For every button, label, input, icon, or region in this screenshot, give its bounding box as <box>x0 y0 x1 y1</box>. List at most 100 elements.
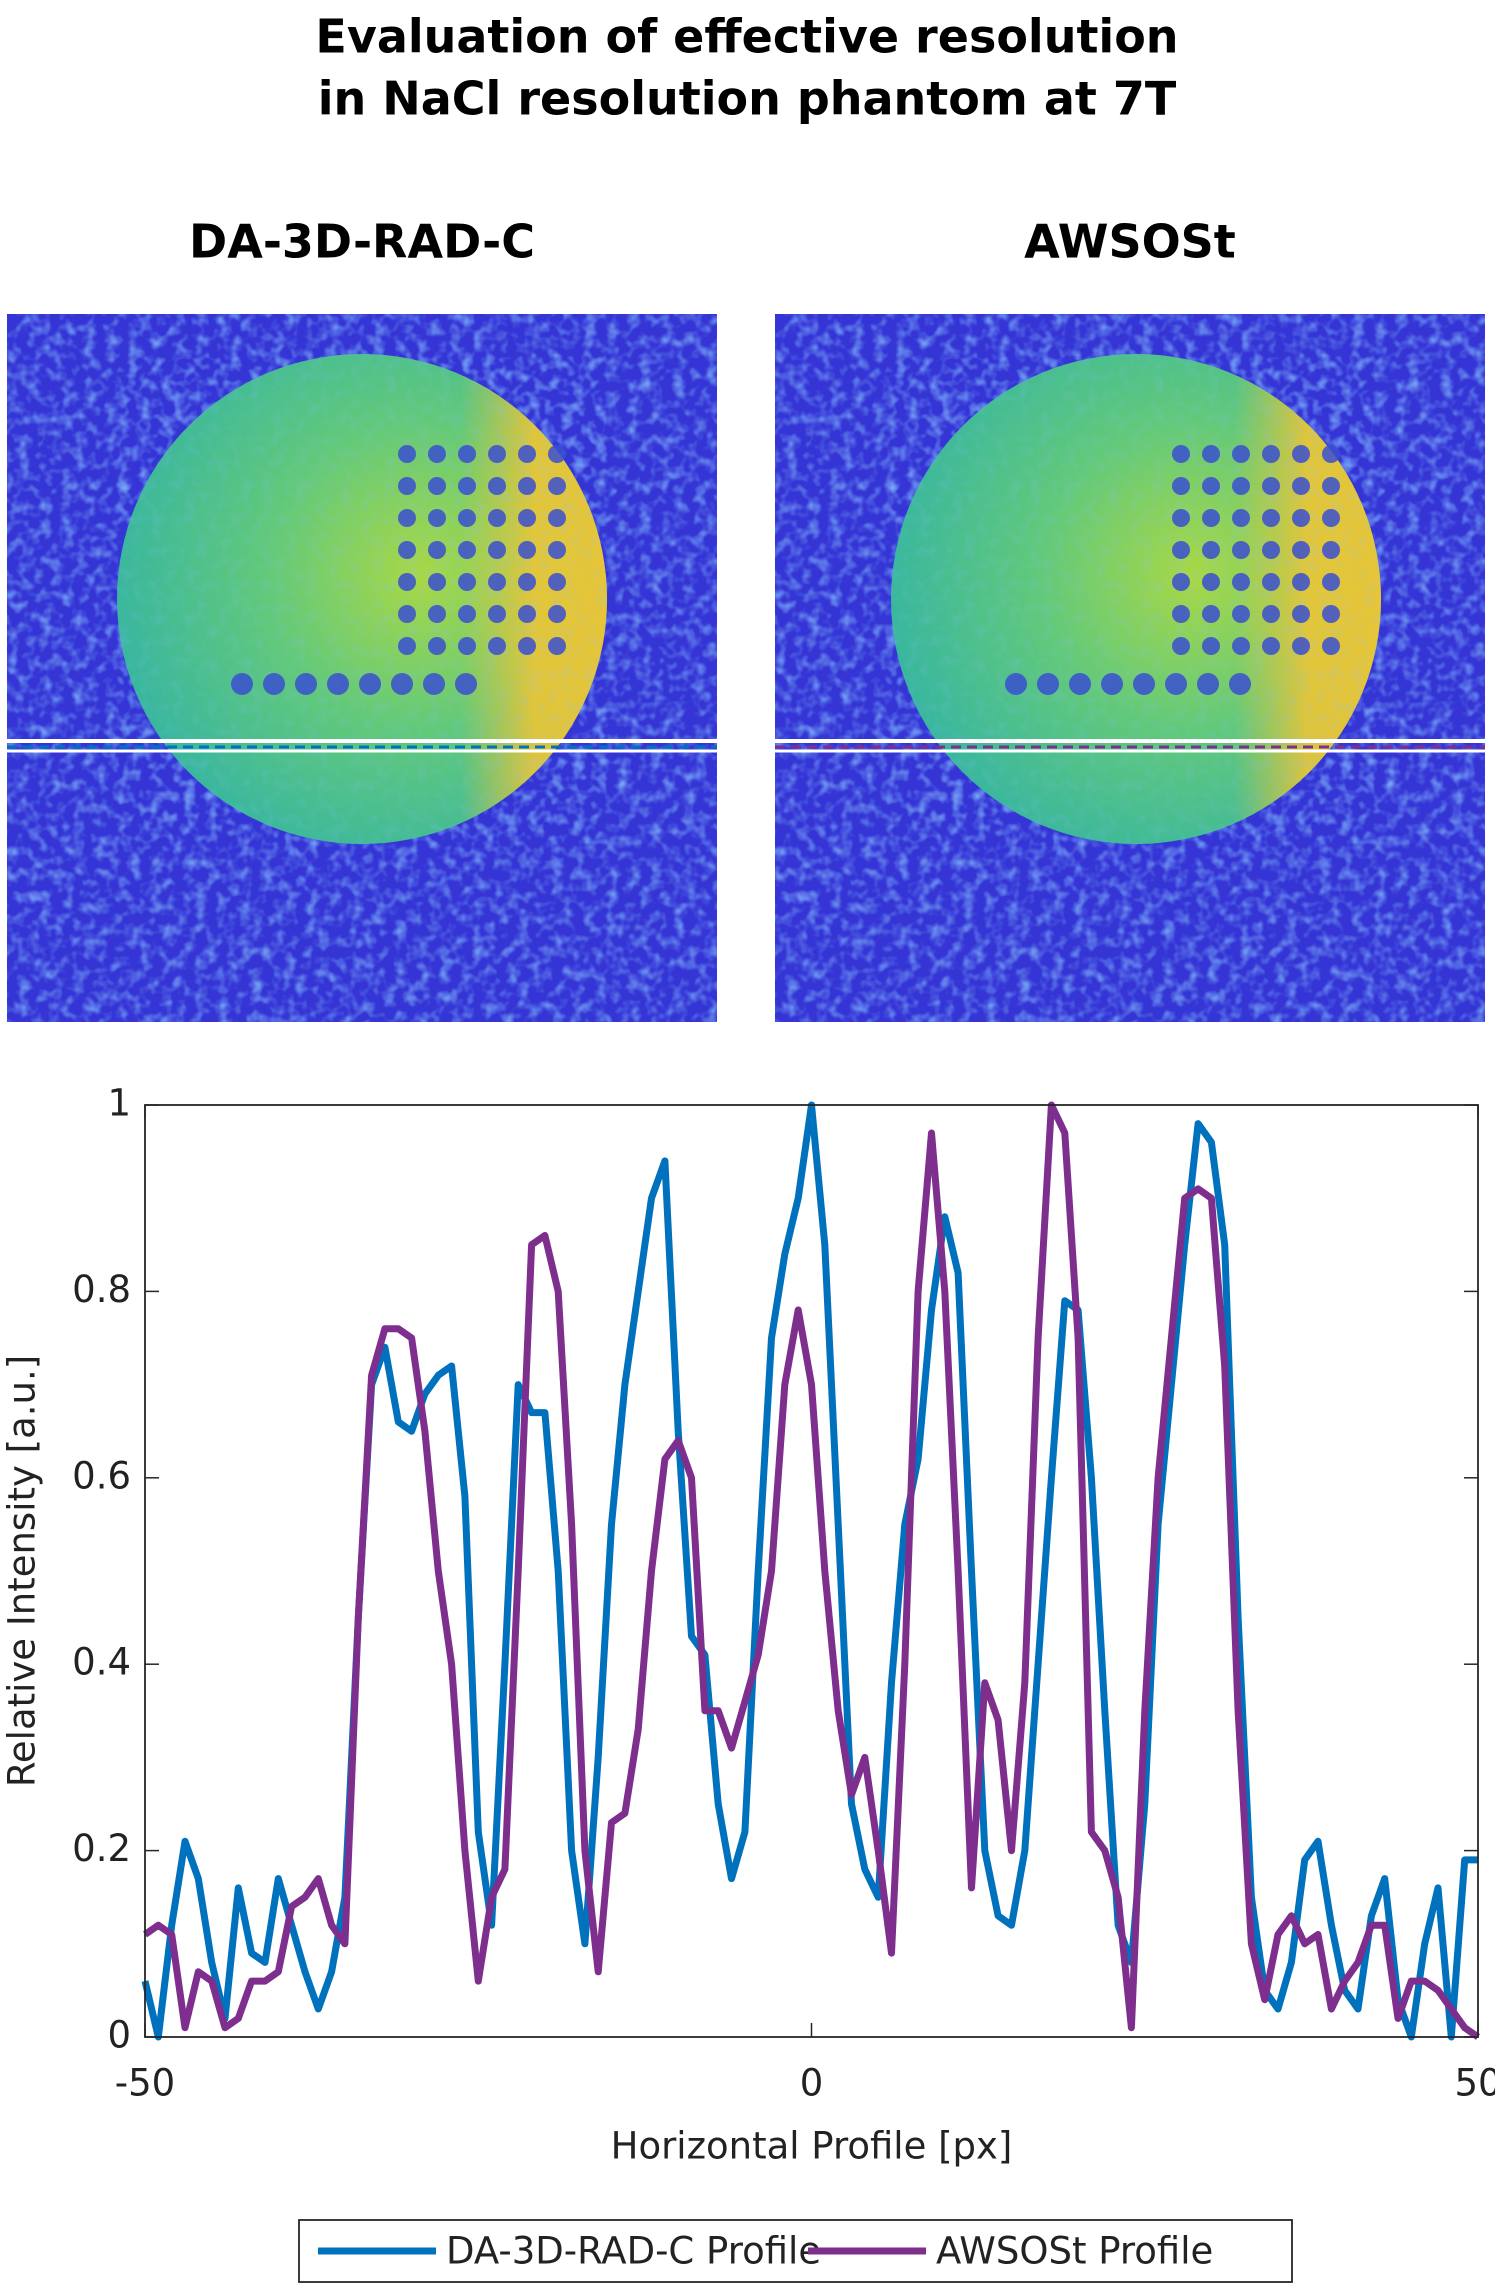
phantom-hole <box>1101 673 1123 695</box>
phantom-hole <box>548 637 566 655</box>
phantom-hole <box>428 541 446 559</box>
phantom-hole <box>458 541 476 559</box>
phantom-hole <box>1202 509 1220 527</box>
phantom-hole <box>1202 605 1220 623</box>
phantom-hole <box>1197 673 1219 695</box>
legend-label: AWSOSt Profile <box>936 2230 1213 2273</box>
phantom-hole <box>548 477 566 495</box>
panel-title: AWSOSt <box>1024 215 1236 269</box>
phantom-hole <box>1037 673 1059 695</box>
phantom-hole <box>1292 445 1310 463</box>
phantom-hole <box>1322 541 1340 559</box>
phantom-hole <box>1262 605 1280 623</box>
phantom-hole <box>359 673 381 695</box>
phantom-hole <box>518 573 536 591</box>
phantom-hole <box>231 673 253 695</box>
phantom-hole <box>428 573 446 591</box>
phantom-hole <box>1202 573 1220 591</box>
phantom-hole <box>398 637 416 655</box>
phantom-hole <box>1292 573 1310 591</box>
x-tick-label: 0 <box>800 2062 824 2105</box>
phantom-hole <box>1202 445 1220 463</box>
phantom-hole <box>1322 573 1340 591</box>
phantom-hole <box>455 673 477 695</box>
phantom-hole <box>1229 673 1251 695</box>
phantom-hole <box>1262 477 1280 495</box>
phantom-hole <box>1172 605 1190 623</box>
phantom-hole <box>1292 637 1310 655</box>
phantom-hole <box>548 445 566 463</box>
phantom-hole <box>1172 445 1190 463</box>
phantom-hole <box>518 605 536 623</box>
y-tick-label: 0.4 <box>72 1641 131 1684</box>
legend-label: DA-3D-RAD-C Profile <box>446 2230 821 2273</box>
phantom-hole <box>1322 605 1340 623</box>
phantom-hole <box>518 477 536 495</box>
phantom-hole <box>1232 541 1250 559</box>
phantom-hole <box>398 605 416 623</box>
phantom-hole <box>1232 445 1250 463</box>
figure-title: in NaCl resolution phantom at 7T <box>318 72 1177 126</box>
phantom-hole <box>548 509 566 527</box>
phantom-hole <box>1133 673 1155 695</box>
phantom-hole <box>428 509 446 527</box>
phantom-hole <box>1232 605 1250 623</box>
legend: DA-3D-RAD-C Profile AWSOSt Profile <box>299 2220 1292 2282</box>
phantom-hole <box>263 673 285 695</box>
y-tick-label: 0.2 <box>72 1827 131 1870</box>
phantom-hole <box>488 605 506 623</box>
phantom-hole <box>458 477 476 495</box>
phantom-hole <box>1202 477 1220 495</box>
phantom-hole <box>428 477 446 495</box>
phantom-hole <box>295 673 317 695</box>
phantom-hole <box>488 637 506 655</box>
phantom-hole <box>458 509 476 527</box>
phantom-hole <box>458 573 476 591</box>
phantom-hole <box>398 573 416 591</box>
phantom-hole <box>398 445 416 463</box>
phantom-hole <box>1202 541 1220 559</box>
phantom-hole <box>423 673 445 695</box>
phantom-hole <box>488 573 506 591</box>
phantom-hole <box>398 509 416 527</box>
phantom-hole <box>1322 637 1340 655</box>
phantom-hole <box>1322 509 1340 527</box>
image-panels <box>7 314 1485 1022</box>
phantom-hole <box>1232 573 1250 591</box>
phantom-hole <box>1172 637 1190 655</box>
phantom-hole <box>428 605 446 623</box>
phantom-hole <box>391 673 413 695</box>
phantom-hole <box>488 477 506 495</box>
phantom-hole <box>548 541 566 559</box>
phantom-hole <box>327 673 349 695</box>
phantom-hole <box>548 605 566 623</box>
phantom-hole <box>488 445 506 463</box>
phantom-hole <box>488 541 506 559</box>
phantom-hole <box>1165 673 1187 695</box>
phantom-hole <box>488 509 506 527</box>
x-tick-label: 50 <box>1454 2062 1495 2105</box>
phantom-hole <box>428 637 446 655</box>
phantom-hole <box>1069 673 1091 695</box>
phantom-hole <box>398 541 416 559</box>
phantom-hole <box>1232 477 1250 495</box>
phantom-hole <box>458 637 476 655</box>
phantom-hole <box>1292 509 1310 527</box>
phantom-hole <box>1262 573 1280 591</box>
phantom-hole <box>1172 509 1190 527</box>
phantom-hole <box>1202 637 1220 655</box>
phantom-hole <box>1292 477 1310 495</box>
phantom-hole <box>1172 541 1190 559</box>
phantom-hole <box>1292 605 1310 623</box>
phantom-hole <box>1262 445 1280 463</box>
y-tick-label: 0.6 <box>72 1454 131 1497</box>
phantom-hole <box>1232 509 1250 527</box>
phantom-hole <box>1322 477 1340 495</box>
phantom-hole <box>1262 541 1280 559</box>
x-tick-label: -50 <box>115 2062 175 2105</box>
phantom-hole <box>1172 573 1190 591</box>
phantom-image <box>775 314 1485 1022</box>
phantom-hole <box>548 573 566 591</box>
phantom-texture <box>891 354 1381 844</box>
